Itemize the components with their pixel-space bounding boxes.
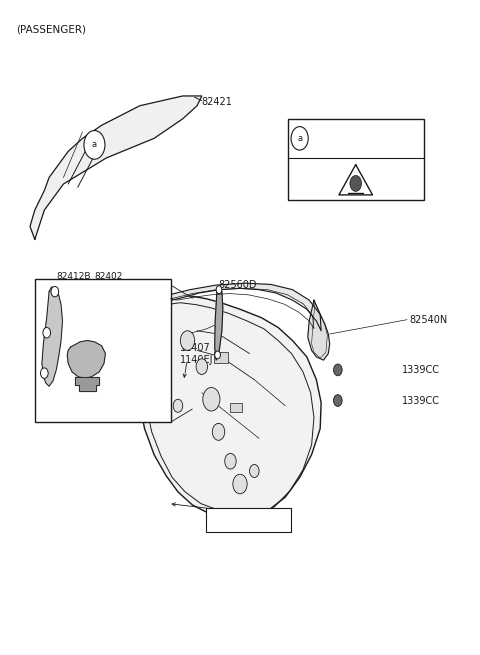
Text: 1339CC: 1339CC — [402, 396, 440, 405]
Circle shape — [84, 130, 105, 159]
Circle shape — [334, 395, 342, 406]
Circle shape — [196, 359, 207, 375]
Text: (PASSENGER): (PASSENGER) — [16, 24, 86, 34]
Text: a: a — [297, 134, 302, 143]
Polygon shape — [308, 300, 330, 360]
Circle shape — [173, 400, 183, 412]
Text: 82473: 82473 — [99, 318, 128, 328]
FancyBboxPatch shape — [205, 508, 291, 532]
Circle shape — [180, 331, 195, 350]
Circle shape — [215, 351, 220, 359]
Text: 97262A: 97262A — [75, 364, 110, 373]
Polygon shape — [137, 295, 321, 518]
Bar — [214, 352, 228, 364]
Text: 82412B: 82412B — [56, 272, 91, 281]
Circle shape — [233, 474, 247, 494]
Text: 82460R: 82460R — [95, 305, 129, 314]
Circle shape — [334, 364, 342, 376]
Circle shape — [225, 453, 236, 469]
Circle shape — [203, 388, 220, 411]
Text: 1339CC: 1339CC — [402, 365, 440, 375]
Bar — [35, 278, 171, 422]
Text: 51755G: 51755G — [66, 350, 102, 360]
Text: 82540N: 82540N — [409, 314, 448, 325]
Circle shape — [51, 286, 59, 297]
Text: 82560D: 82560D — [218, 280, 257, 290]
Circle shape — [212, 423, 225, 440]
Polygon shape — [30, 96, 202, 240]
Circle shape — [216, 286, 222, 293]
Text: 1140EJ: 1140EJ — [180, 355, 214, 365]
Bar — [288, 119, 424, 200]
Text: a: a — [92, 140, 97, 149]
Circle shape — [291, 126, 308, 150]
Text: 82421: 82421 — [202, 98, 233, 107]
Polygon shape — [75, 377, 99, 391]
Polygon shape — [164, 283, 321, 331]
Text: 96111A: 96111A — [312, 134, 349, 143]
Circle shape — [350, 176, 361, 191]
Text: REF.60-760: REF.60-760 — [220, 515, 274, 525]
Circle shape — [250, 464, 259, 477]
Polygon shape — [67, 341, 106, 379]
Text: 82402: 82402 — [95, 272, 123, 281]
Polygon shape — [215, 287, 223, 360]
Polygon shape — [42, 287, 62, 386]
Circle shape — [40, 368, 48, 379]
Circle shape — [43, 328, 50, 338]
Bar — [230, 403, 242, 412]
Text: 11407: 11407 — [180, 343, 211, 353]
